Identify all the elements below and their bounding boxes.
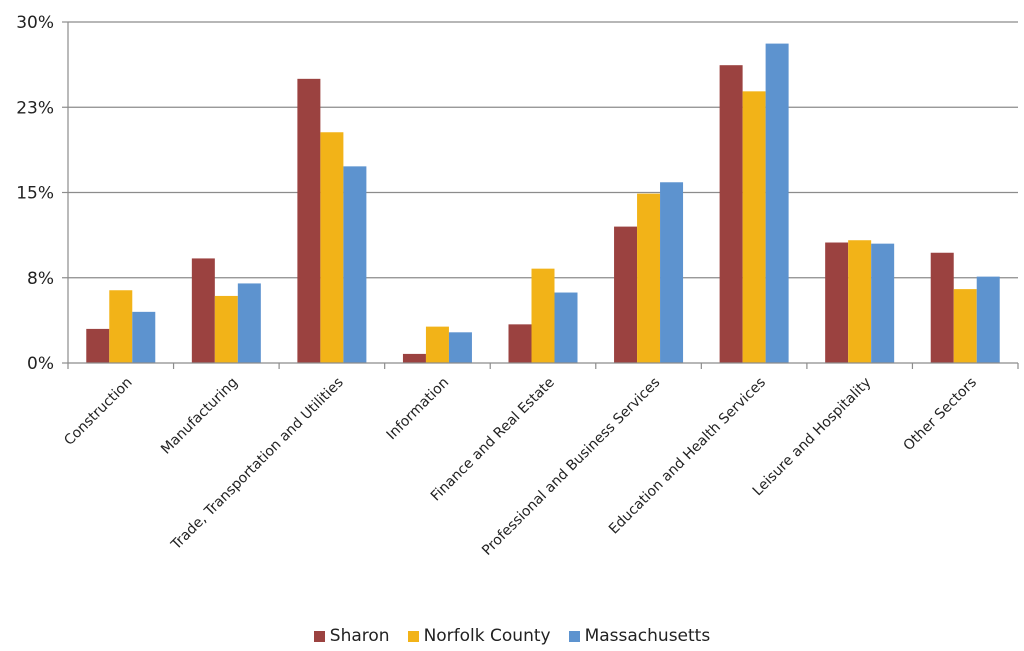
category-label: Information <box>384 375 453 444</box>
legend-swatch <box>313 630 325 642</box>
bar <box>508 324 532 363</box>
bar <box>871 243 895 363</box>
bar <box>848 240 872 363</box>
bar <box>237 283 261 363</box>
bar <box>976 276 1000 363</box>
bar <box>214 295 238 363</box>
y-tick-label: 30% <box>16 13 54 33</box>
bar <box>402 353 426 363</box>
bar <box>825 242 849 363</box>
bar <box>297 78 321 363</box>
bar <box>191 258 215 363</box>
category-label: Leisure and Hospitality <box>750 375 875 500</box>
bar <box>343 166 367 363</box>
y-tick-label: 8% <box>27 269 54 289</box>
category-label: Other Sectors <box>900 375 980 455</box>
legend-label: Norfolk County <box>423 626 551 646</box>
bar <box>425 326 449 363</box>
bar <box>109 290 133 363</box>
legend: Sharon Norfolk County Massachusetts <box>0 623 1024 649</box>
bar <box>742 91 766 363</box>
legend-label: Massachusetts <box>584 626 711 646</box>
bar-chart: 0% 8% 15% 23% 30% Construction ManufacturingTr… <box>16 13 1019 559</box>
category-label: Trade, Transportation and Utilities <box>168 375 347 554</box>
legend-swatch <box>407 630 419 642</box>
bar <box>86 328 110 363</box>
bar <box>448 332 472 363</box>
bar <box>320 132 344 363</box>
bar <box>719 65 743 364</box>
y-tick-label: 15% <box>16 184 54 204</box>
bar <box>765 43 789 363</box>
category-label: Manufacturing <box>158 375 241 458</box>
legend-item: Sharon <box>313 626 390 646</box>
bar <box>614 226 638 363</box>
category-label: Professional and Business Services <box>479 375 663 559</box>
y-tick-label: 23% <box>16 98 54 118</box>
bar <box>531 268 555 363</box>
y-tick-label: 0% <box>27 354 54 374</box>
legend-swatch <box>568 630 580 642</box>
bar <box>637 193 661 363</box>
bar <box>132 311 156 363</box>
legend-item: Norfolk County <box>407 626 551 646</box>
legend-item: Massachusetts <box>568 626 711 646</box>
category-label: Construction <box>61 375 135 449</box>
bar <box>930 252 954 363</box>
category-label: Finance and Real Estate <box>428 375 558 505</box>
bar <box>953 289 977 363</box>
bar <box>554 292 578 363</box>
legend-label: Sharon <box>329 626 390 646</box>
bar <box>660 182 684 363</box>
